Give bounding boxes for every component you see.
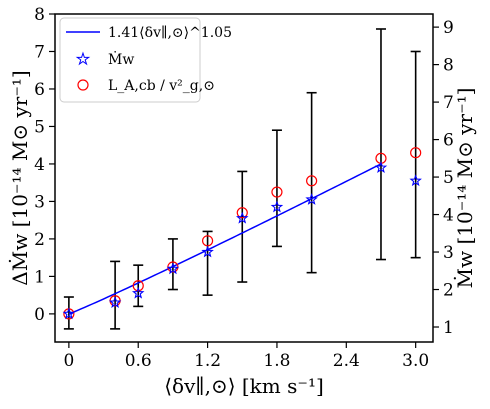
- y-tick-label: 0: [34, 305, 45, 325]
- legend-circle-marker: [77, 79, 89, 91]
- star-marker: [270, 200, 284, 213]
- y-right-tick-label: 5: [443, 168, 454, 188]
- y-tick-label: 2: [34, 230, 45, 250]
- y-tick-label: 5: [34, 117, 45, 137]
- star-marker: [409, 174, 422, 187]
- x-tick-label: 0: [63, 351, 74, 371]
- x-tick-label: 3.0: [402, 351, 429, 371]
- y-axis-right-label: Ṁw [10⁻¹⁴ M⊙ yr⁻¹]: [453, 88, 477, 289]
- x-tick-label: 0.6: [125, 351, 152, 371]
- y-tick-label: 7: [34, 42, 45, 62]
- y-tick-label: 1: [34, 267, 45, 287]
- y-tick-label: 6: [34, 80, 45, 100]
- circle-marker: [306, 175, 318, 187]
- star-marker: [236, 211, 249, 224]
- y-right-tick-label: 4: [443, 206, 454, 226]
- legend-label-la: L_A,cb / v²_g,⊙: [108, 78, 215, 94]
- y-right-tick-label: 6: [443, 131, 454, 151]
- plot-frame: [54, 13, 434, 343]
- legend-box: [59, 17, 201, 103]
- star-marker: [305, 192, 318, 205]
- x-tick-label: 1.8: [263, 351, 290, 371]
- x-axis-label: ⟨δv∥,⊙⟩ [km s⁻¹]: [164, 374, 324, 398]
- star-marker: [166, 262, 180, 275]
- circle-marker: [271, 186, 283, 198]
- x-tick-label: 1.2: [194, 351, 221, 371]
- fit-line: [68, 163, 382, 315]
- legend: 1.41⟨δv∥,⊙⟩^1.05 ★ Ṁw L_A,cb / v²_g,⊙: [59, 17, 232, 103]
- y-axis-label: ΔṀw [10⁻¹⁴ M⊙ yr⁻¹]: [8, 70, 32, 285]
- star-marker: [108, 296, 122, 308]
- circle-marker: [410, 147, 422, 159]
- star-marker: [62, 307, 76, 320]
- y-right-tick-label: 9: [443, 18, 454, 38]
- star-marker: [131, 286, 145, 299]
- x-tick-label: 2.4: [333, 351, 360, 371]
- y-right-tick-label: 2: [443, 281, 454, 301]
- y-right-tick-label: 3: [443, 243, 454, 263]
- y-right-tick-label: 7: [443, 93, 454, 113]
- star-marker: [374, 161, 388, 174]
- y-right-tick-label: 1: [443, 318, 454, 338]
- circle-marker: [132, 280, 144, 292]
- star-marker: [201, 245, 214, 258]
- legend-label-fit: 1.41⟨δv∥,⊙⟩^1.05: [108, 25, 232, 41]
- y-right-tick-label: 8: [443, 56, 454, 76]
- legend-label-mdot: Ṁw: [108, 50, 134, 68]
- y-tick-label: 8: [34, 5, 45, 25]
- legend-star-marker: ★: [76, 52, 89, 68]
- y-tick-label: 4: [34, 155, 45, 175]
- circle-marker: [236, 207, 248, 219]
- y-tick-label: 3: [34, 192, 45, 212]
